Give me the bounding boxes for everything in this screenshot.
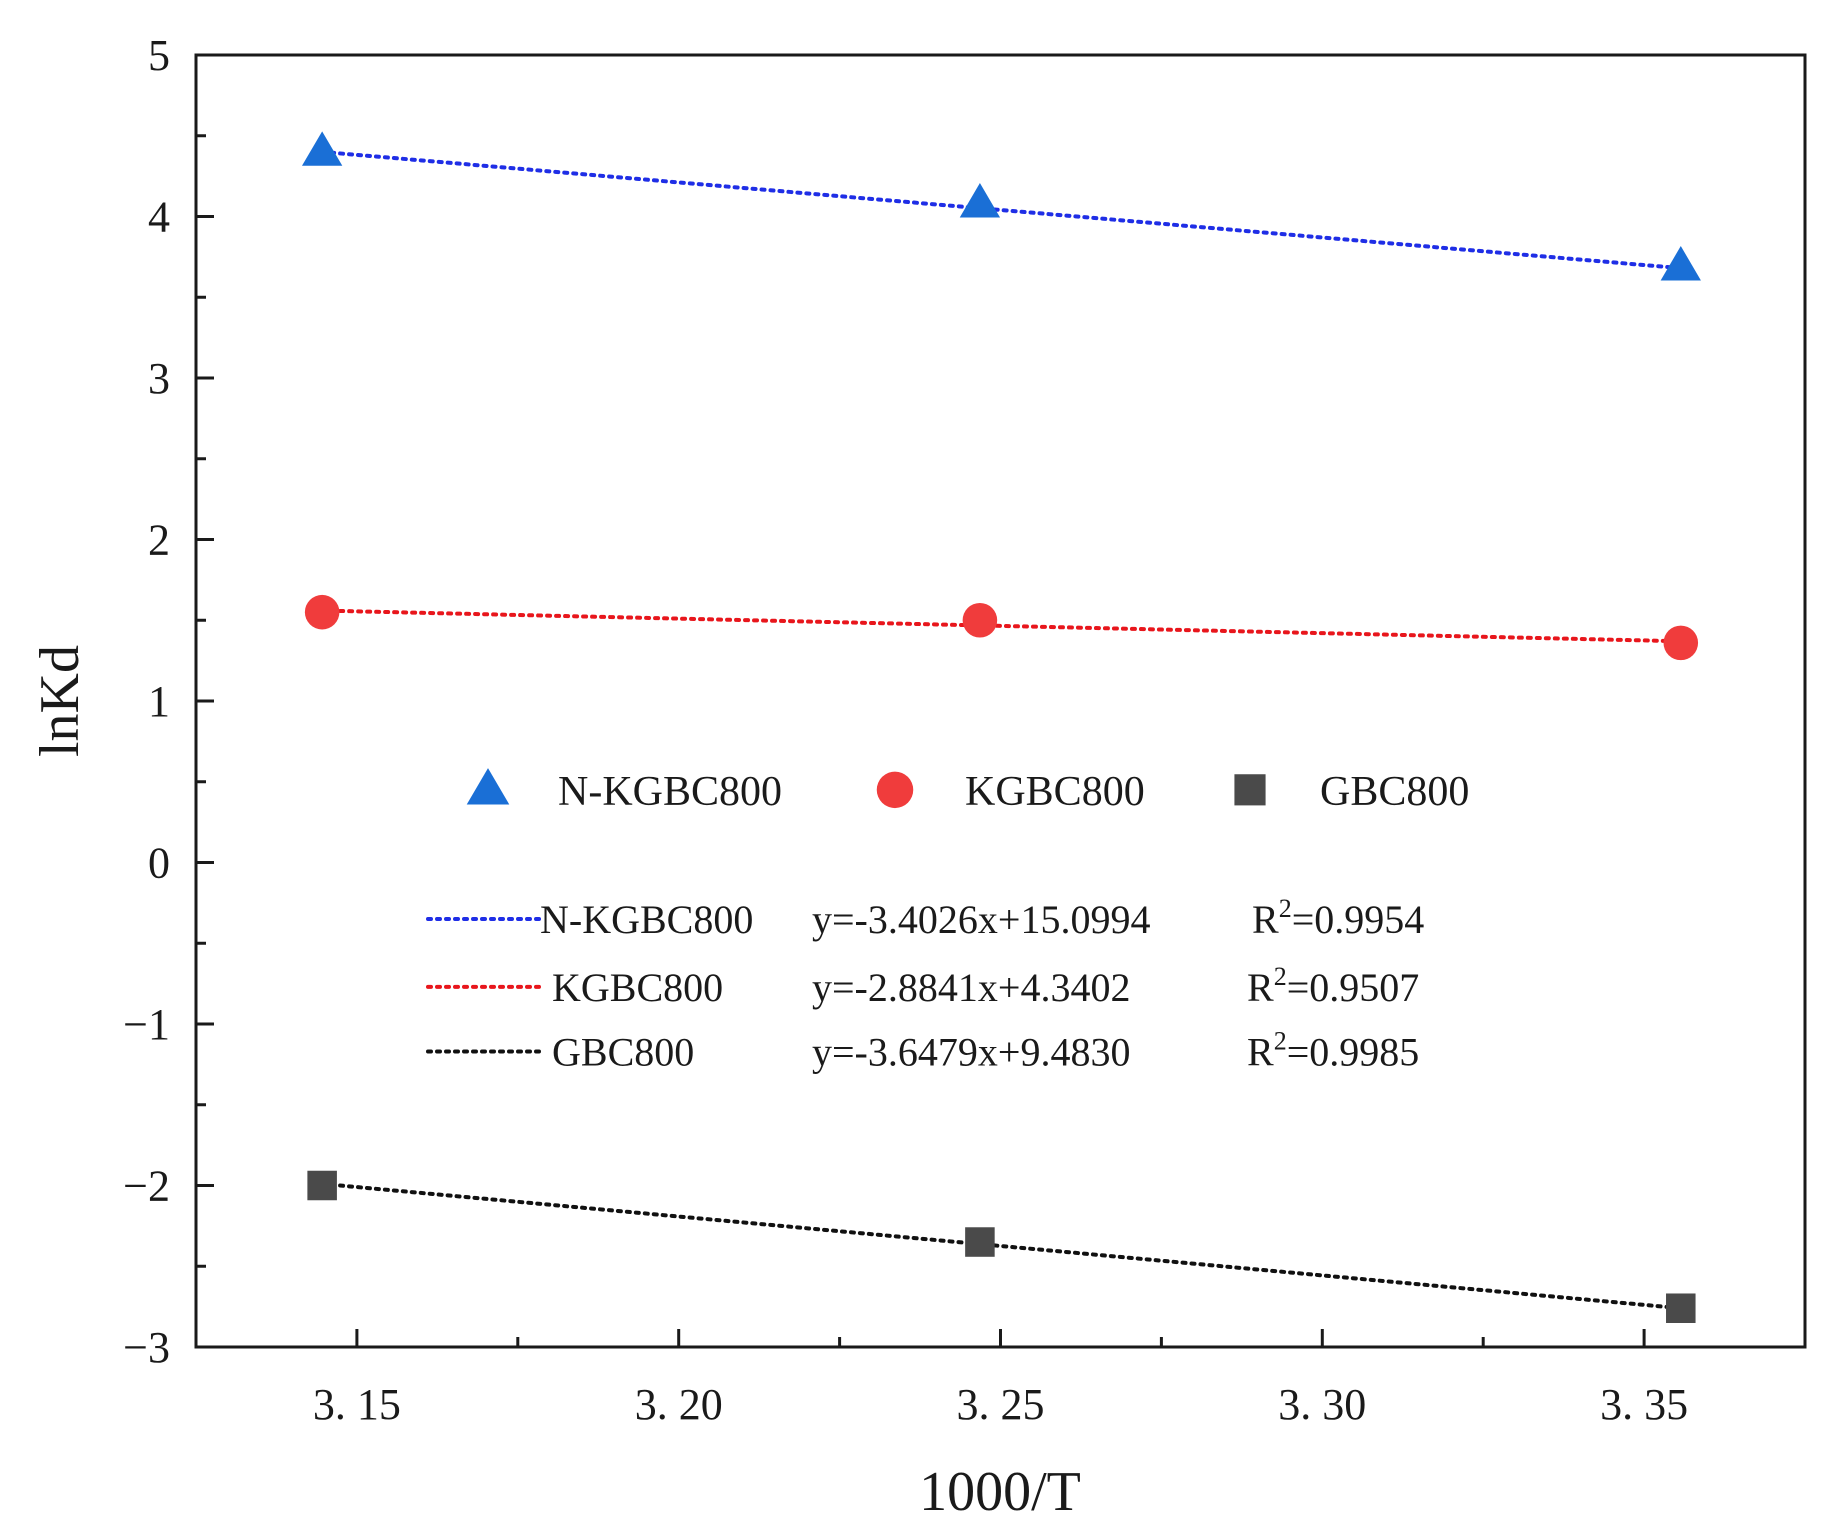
fit-line-gbc800 <box>320 1181 1683 1311</box>
y-tick-label: 3 <box>148 354 170 403</box>
r-squared-value: =0.9954 <box>1292 897 1425 942</box>
legend-label: N-KGBC800 <box>558 769 782 815</box>
data-point-n-kgbc800 <box>301 131 343 166</box>
r-squared-exponent: 2 <box>1279 894 1292 923</box>
data-point-kgbc800 <box>1663 625 1699 661</box>
r-squared-value: =0.9985 <box>1287 1029 1420 1074</box>
fit-equation: y=-3.4026x+15.0994 <box>812 897 1150 942</box>
y-axis: −3 −2 −1 0 1 2 3 4 5 <box>123 31 214 1372</box>
x-axis: 3. 15 3. 20 3. 25 3. 30 3. 35 <box>313 1329 1688 1429</box>
legend: N-KGBC800 KGBC800 GBC800 <box>466 768 1469 815</box>
y-axis-title: lnKd <box>29 645 91 757</box>
x-tick-label: 3. 25 <box>957 1380 1045 1429</box>
y-tick-label: 0 <box>148 839 170 888</box>
r-squared-value: =0.9507 <box>1287 965 1420 1010</box>
legend-marker-n-kgbc800 <box>466 768 510 805</box>
data-markers <box>301 131 1701 1323</box>
data-point-gbc800 <box>307 1170 337 1201</box>
fit-r-squared: R2=0.9985 <box>1247 1026 1419 1074</box>
y-tick-label: 1 <box>148 677 170 726</box>
data-point-gbc800 <box>1666 1293 1696 1323</box>
x-axis-title: 1000/T <box>919 1461 1081 1523</box>
legend-label: GBC800 <box>1320 769 1469 815</box>
data-point-n-kgbc800 <box>959 183 1001 218</box>
r-squared-symbol: R <box>1247 965 1274 1010</box>
r-squared-exponent: 2 <box>1274 962 1287 991</box>
y-tick-label: −2 <box>123 1162 170 1211</box>
y-tick-label: −3 <box>123 1323 170 1372</box>
fit-equation: y=-2.8841x+4.3402 <box>812 965 1130 1010</box>
x-tick-label: 3. 20 <box>635 1380 723 1429</box>
data-point-kgbc800 <box>304 594 340 630</box>
fit-legend-label: KGBC800 <box>552 965 723 1010</box>
y-tick-label: 2 <box>148 516 170 565</box>
y-tick-label: 5 <box>148 31 170 80</box>
y-tick-label: 4 <box>148 193 170 242</box>
r-squared-symbol: R <box>1252 897 1279 942</box>
legend-label: KGBC800 <box>965 769 1145 815</box>
fit-legend-label: GBC800 <box>552 1029 694 1074</box>
legend-marker-gbc800 <box>1234 774 1266 806</box>
data-point-kgbc800 <box>962 602 998 638</box>
data-point-n-kgbc800 <box>1660 246 1701 281</box>
x-tick-label: 3. 35 <box>1600 1380 1688 1429</box>
r-squared-exponent: 2 <box>1274 1026 1287 1055</box>
r-squared-symbol: R <box>1247 1029 1274 1074</box>
fit-legend-label: N-KGBC800 <box>540 897 753 942</box>
fit-lines <box>320 149 1683 1311</box>
fit-line-kgbc800 <box>320 608 1683 644</box>
plot-area <box>194 53 1807 1349</box>
fit-equation: y=-3.6479x+9.4830 <box>812 1029 1130 1074</box>
fit-r-squared: R2=0.9954 <box>1252 894 1424 942</box>
fit-line-n-kgbc800 <box>320 149 1683 271</box>
x-tick-label: 3. 30 <box>1278 1380 1366 1429</box>
fit-r-squared: R2=0.9507 <box>1247 962 1419 1010</box>
x-tick-label: 3. 15 <box>313 1380 401 1429</box>
fit-legend: N-KGBC800 y=-3.4026x+15.0994 R2=0.9954KGBC… <box>426 894 1424 1074</box>
y-tick-label: −1 <box>123 1000 170 1049</box>
data-point-gbc800 <box>965 1227 995 1257</box>
legend-marker-kgbc800 <box>876 771 914 809</box>
